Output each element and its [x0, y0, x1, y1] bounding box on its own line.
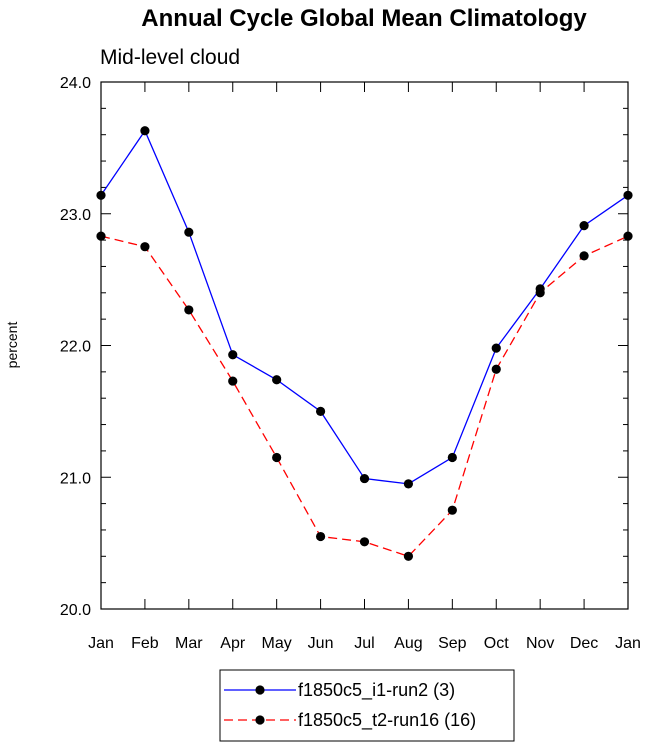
data-point	[272, 375, 282, 385]
legend-label: f1850c5_i1-run2 (3)	[298, 680, 455, 701]
x-tick-label: Feb	[131, 635, 159, 652]
series-line	[100, 129, 629, 485]
x-tick-labels: Jan Feb Mar Apr May Jun Jul Aug Sep Oct Nov Dec Jan	[88, 635, 641, 652]
chart-title: Annual Cycle Global Mean Climatology	[141, 5, 587, 32]
x-tick-label: Aug	[394, 635, 422, 652]
data-point	[184, 305, 194, 315]
data-point	[228, 376, 238, 386]
data-point	[315, 531, 326, 542]
data-point	[315, 406, 326, 416]
data-point	[272, 452, 282, 463]
y-tick-label: 23.0	[60, 207, 91, 224]
legend-box	[219, 669, 515, 742]
data-point	[140, 126, 150, 136]
series-layer	[96, 126, 633, 561]
x-tick-label: Mar	[175, 635, 203, 652]
data-point	[359, 537, 370, 547]
data-point	[447, 452, 457, 463]
legend-marker	[255, 715, 265, 725]
x-tick-label: Sep	[438, 635, 467, 652]
data-point	[403, 551, 414, 561]
legend-marker	[255, 685, 265, 695]
plot-frame	[100, 81, 629, 610]
data-point	[579, 221, 589, 231]
x-tick-label: May	[262, 635, 292, 652]
data-point	[491, 343, 501, 353]
x-tick-label: Apr	[220, 635, 246, 652]
axis-ticks	[100, 81, 629, 610]
series-1	[96, 126, 633, 489]
data-point	[491, 364, 501, 374]
legend-entry: f1850c5_i1-run2 (3)	[224, 680, 455, 701]
chart-subtitle: Mid-level cloud	[100, 46, 240, 69]
data-point	[96, 231, 106, 241]
y-tick-label: 24.0	[60, 75, 91, 92]
data-point	[447, 505, 457, 515]
y-axis-label: percent	[4, 322, 20, 369]
x-tick-label: Jul	[354, 635, 374, 652]
legend-label: f1850c5_t2-run16 (16)	[298, 710, 476, 731]
y-tick-label: 22.0	[60, 339, 91, 356]
data-point	[96, 190, 106, 200]
data-point	[623, 190, 633, 200]
y-tick-label: 21.0	[60, 470, 91, 487]
legend-entry: f1850c5_t2-run16 (16)	[224, 710, 476, 731]
x-tick-label: Jan	[615, 635, 641, 652]
data-point	[535, 288, 545, 298]
legend: f1850c5_i1-run2 (3) f1850c5_t2-run16 (16)	[219, 669, 515, 742]
x-tick-label: Jun	[308, 635, 334, 652]
y-tick-labels: 20.0 21.0 22.0 23.0 24.0	[60, 75, 91, 619]
data-point	[623, 231, 633, 241]
x-tick-label: Nov	[526, 635, 554, 652]
data-point	[403, 479, 414, 489]
x-tick-label: Jan	[88, 635, 114, 652]
y-tick-label: 20.0	[60, 602, 91, 619]
data-point	[228, 350, 238, 360]
x-tick-label: Oct	[484, 635, 509, 652]
data-point	[579, 251, 589, 261]
series-2	[96, 231, 633, 561]
data-point	[140, 242, 150, 252]
x-tick-label: Dec	[570, 635, 598, 652]
data-point	[359, 473, 370, 484]
series-line	[100, 235, 629, 558]
data-point	[184, 227, 194, 237]
